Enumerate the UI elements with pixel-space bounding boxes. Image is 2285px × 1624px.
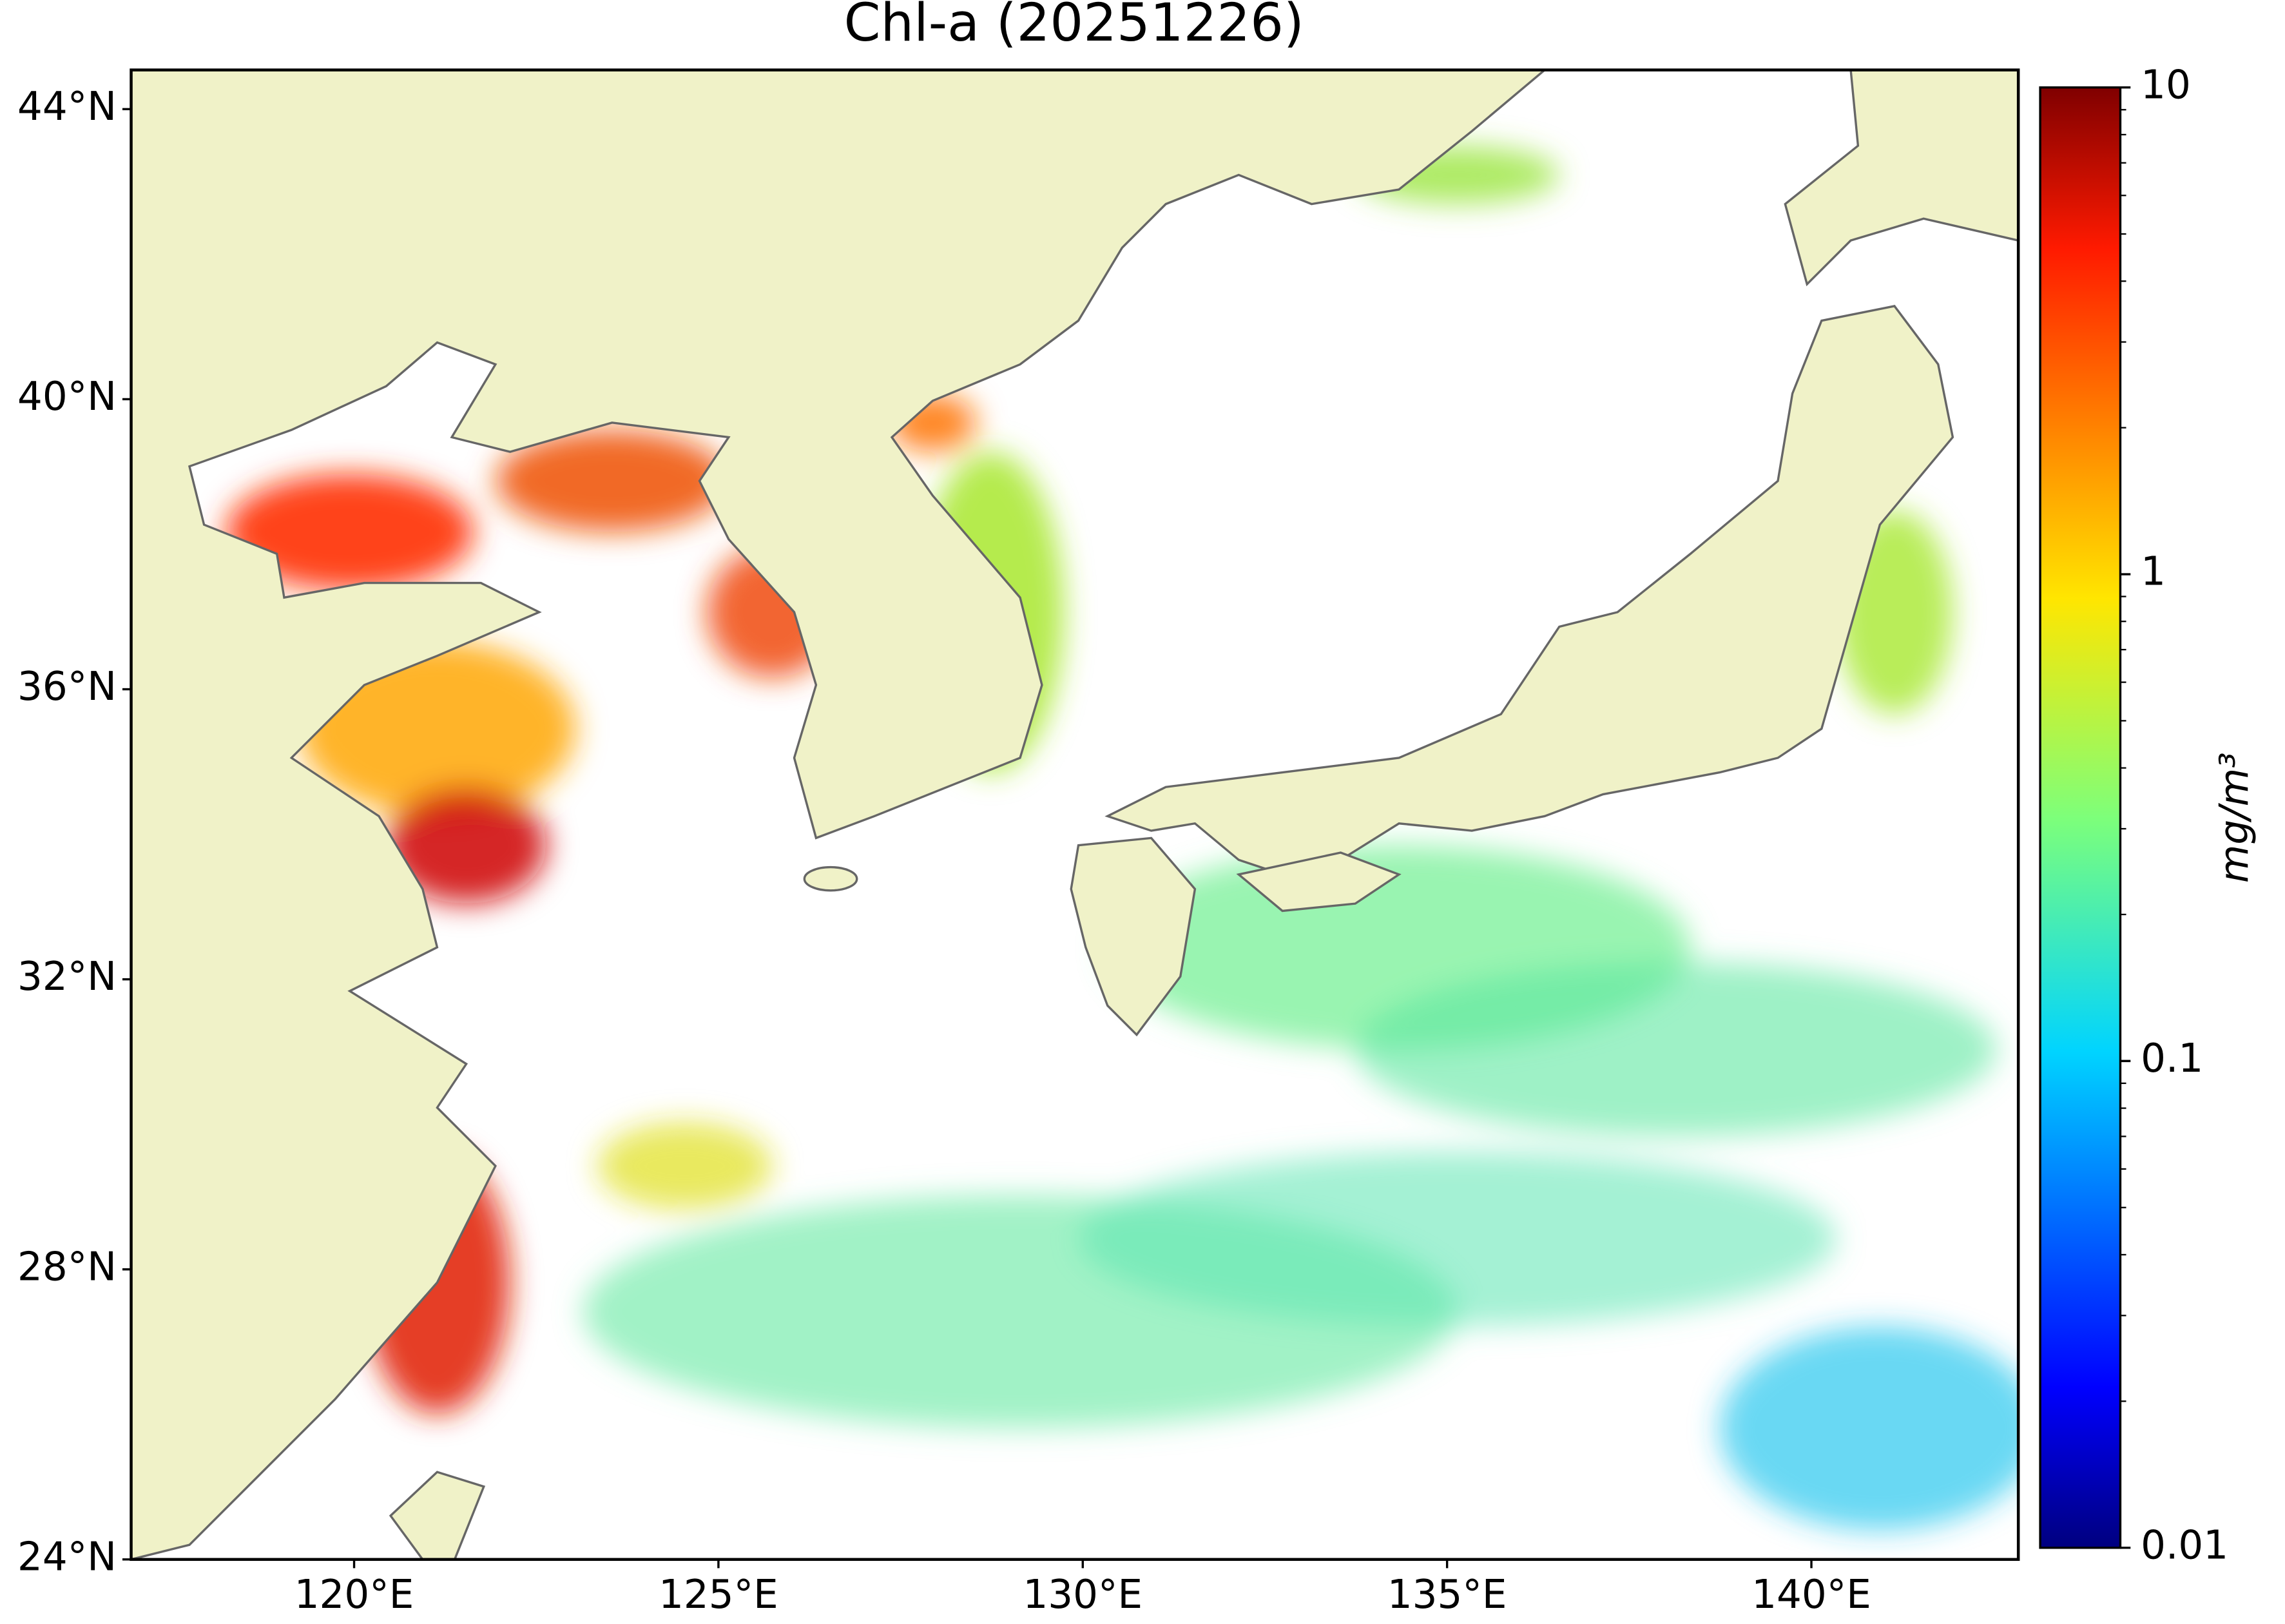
y-tick-label: 40°N bbox=[17, 374, 117, 420]
x-tick-label: 140°E bbox=[1751, 1572, 1871, 1618]
colorbar-tick-label: 0.01 bbox=[2141, 1522, 2228, 1568]
chl-patch bbox=[1355, 962, 1997, 1137]
chl-patch bbox=[597, 1122, 773, 1210]
map-title: Chl-a (20251226) bbox=[844, 0, 1304, 53]
colorbar-tick-label: 10 bbox=[2141, 62, 2191, 108]
map-area bbox=[131, 70, 2019, 1560]
mainland bbox=[131, 70, 1547, 1560]
y-tick-label: 32°N bbox=[17, 954, 117, 1000]
shikoku bbox=[1236, 851, 1402, 913]
y-tick-label: 36°N bbox=[17, 664, 117, 710]
y-tick-label: 24°N bbox=[17, 1534, 117, 1580]
chl-patch bbox=[298, 641, 576, 817]
colorbar-tick-label: 1 bbox=[2141, 549, 2166, 595]
x-tick-label: 125°E bbox=[659, 1572, 778, 1618]
kyushu bbox=[1070, 836, 1197, 1037]
chl-patch bbox=[1719, 1326, 2019, 1531]
chl-patch bbox=[495, 430, 729, 532]
chl-patch bbox=[1078, 1151, 1837, 1326]
colorbar-label: mg/m³ bbox=[2212, 752, 2257, 883]
taiwan bbox=[389, 1471, 486, 1560]
land bbox=[131, 70, 2019, 1560]
hokkaido bbox=[1784, 70, 2019, 287]
colorbar bbox=[2039, 86, 2122, 1549]
y-tick-label: 28°N bbox=[17, 1244, 117, 1290]
chl-patch bbox=[386, 787, 547, 904]
jeju bbox=[803, 865, 858, 892]
x-tick-label: 135°E bbox=[1387, 1572, 1507, 1618]
map-frame bbox=[130, 68, 2020, 1561]
colorbar-tick-label: 0.1 bbox=[2141, 1036, 2203, 1081]
x-tick-label: 120°E bbox=[294, 1572, 414, 1618]
chl-patch bbox=[226, 473, 474, 590]
y-tick-label: 44°N bbox=[17, 84, 117, 130]
x-tick-label: 130°E bbox=[1023, 1572, 1142, 1618]
